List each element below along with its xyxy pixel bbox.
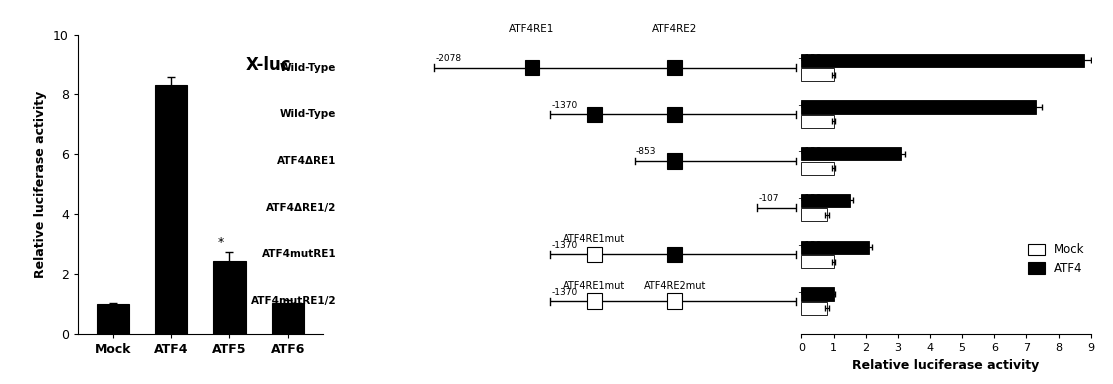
Bar [668, 153, 682, 169]
Bar [272, 303, 304, 334]
Text: +129: +129 [797, 147, 821, 156]
Text: ATF4RE1mut: ATF4RE1mut [563, 234, 626, 244]
Bar [97, 304, 129, 334]
Text: ATF4RE2: ATF4RE2 [652, 24, 698, 34]
Bar [801, 255, 834, 268]
X-axis label: Relative luciferase activity: Relative luciferase activity [853, 359, 1040, 372]
Text: +129: +129 [797, 54, 821, 63]
Bar [588, 106, 602, 122]
Text: Wild-Type: Wild-Type [279, 109, 336, 119]
Text: ATF4mutRE1/2: ATF4mutRE1/2 [250, 296, 336, 306]
Text: -853: -853 [636, 147, 657, 156]
Bar [801, 54, 1084, 67]
Text: ATF4RE1mut: ATF4RE1mut [563, 281, 626, 291]
Bar [801, 208, 827, 222]
Text: +129: +129 [797, 101, 821, 109]
Bar [155, 86, 187, 334]
Legend: Mock, ATF4: Mock, ATF4 [1028, 243, 1085, 275]
Bar [801, 68, 834, 81]
Bar [801, 241, 869, 254]
Bar [588, 293, 602, 309]
Text: ATF4RE2mut: ATF4RE2mut [643, 281, 706, 291]
Text: +129: +129 [797, 241, 821, 250]
Bar [801, 147, 902, 161]
Text: +129: +129 [797, 194, 821, 203]
Text: -1370: -1370 [551, 288, 578, 296]
Bar [801, 101, 1036, 114]
Bar [801, 194, 849, 207]
Bar [801, 115, 834, 128]
Text: Wild-Type: Wild-Type [279, 63, 336, 73]
Bar [668, 293, 682, 309]
Y-axis label: Relative luciferase activity: Relative luciferase activity [35, 91, 48, 278]
Text: ATF4mutRE1: ATF4mutRE1 [262, 249, 336, 260]
Text: -1370: -1370 [551, 241, 578, 250]
Bar [525, 60, 540, 75]
Text: ATF4ΔRE1/2: ATF4ΔRE1/2 [266, 203, 336, 213]
Bar [801, 162, 834, 175]
Text: ATF4RE1: ATF4RE1 [510, 24, 554, 34]
Bar [668, 247, 682, 262]
Bar [588, 247, 602, 262]
Bar [801, 302, 827, 315]
Text: ATF4ΔRE1: ATF4ΔRE1 [277, 156, 336, 166]
Bar [668, 60, 682, 75]
Text: +129: +129 [797, 288, 821, 296]
Text: -1370: -1370 [551, 101, 578, 109]
Bar [668, 106, 682, 122]
Text: -107: -107 [758, 194, 779, 203]
Text: X-luc: X-luc [246, 56, 292, 73]
Bar [214, 261, 246, 334]
Text: *: * [218, 236, 224, 249]
Text: -2078: -2078 [435, 54, 461, 63]
Bar [801, 287, 834, 301]
